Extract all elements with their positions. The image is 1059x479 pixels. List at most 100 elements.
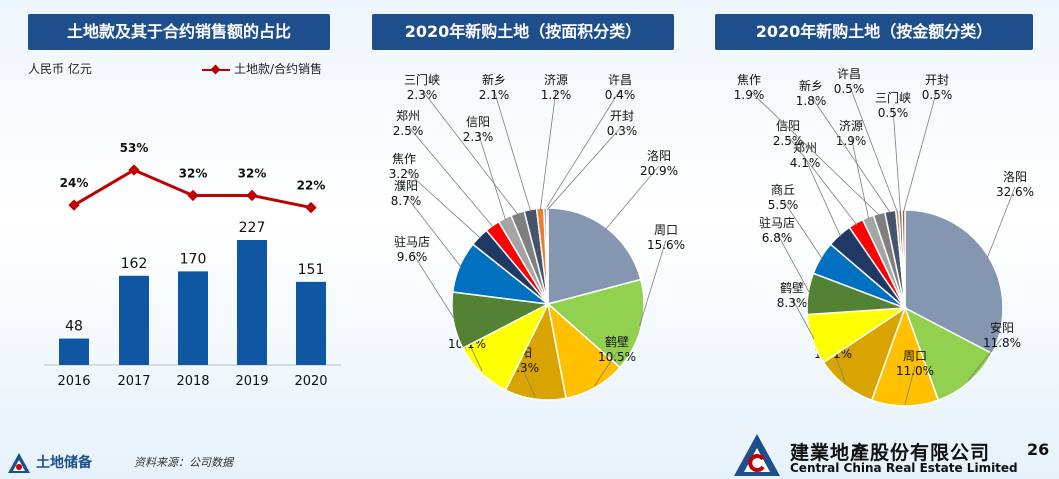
slice-label: 信阳 — [776, 119, 800, 133]
bar-2018 — [178, 271, 208, 365]
legend-line-marker — [202, 68, 230, 71]
leader-line — [804, 157, 842, 237]
slice-label: 鹤壁 — [605, 334, 629, 349]
ratio-point — [246, 189, 258, 202]
ratio-label: 24% — [60, 176, 89, 190]
slice-value-label: 10.5% — [598, 350, 636, 364]
x-tick-label: 2016 — [57, 374, 90, 389]
x-tick-label: 2017 — [117, 374, 150, 389]
slice-label: 新乡 — [799, 78, 823, 93]
title-land-by-amount: 2020年新购土地（按金额分类） — [715, 14, 1033, 50]
slice-label: 洛阳 — [647, 148, 671, 163]
ratio-label: 32% — [179, 166, 208, 180]
slice-label: 濮阳 — [394, 178, 418, 193]
slice-label: 驻马店 — [759, 215, 795, 230]
footer-section: 土地储备 — [8, 452, 92, 473]
pie-slice-开封 — [545, 207, 549, 305]
slice-label: 周口 — [654, 223, 678, 237]
leader-line — [810, 95, 891, 214]
slice-label: 三门峡 — [404, 72, 440, 87]
leader-line — [411, 251, 456, 321]
data-source: 资料来源：公司数据 — [134, 456, 233, 469]
ratio-label: 32% — [238, 166, 267, 180]
pie-slice-周口 — [546, 278, 645, 369]
leader-line — [405, 195, 462, 268]
slice-label: 信阳 — [466, 115, 490, 129]
leader-line — [639, 239, 667, 326]
slice-value-label: 0.5% — [878, 106, 909, 120]
slice-label: 许昌 — [837, 67, 861, 81]
slice-value-label: 1.8% — [796, 94, 827, 108]
x-tick-label: 2020 — [294, 374, 327, 389]
leader-line — [782, 199, 823, 260]
slice-value-label: 1.2% — [541, 88, 572, 102]
leader-line — [776, 232, 811, 295]
slice-label: 郑州 — [793, 140, 817, 155]
slice-label: 郑州 — [396, 108, 420, 123]
pie-chart-by-amount: 洛阳32.6%安阳11.8%周口11.0%濮阳10.1%鹤壁8.3%驻马店6.8… — [734, 67, 1034, 407]
bar-value-label: 48 — [65, 319, 83, 335]
bar-value-label: 170 — [180, 251, 207, 267]
slice-label: 开封 — [610, 109, 634, 123]
slice-value-label: 11.0% — [896, 364, 934, 378]
ratio-point — [187, 189, 199, 202]
slice-label: 商丘 — [771, 182, 795, 197]
company-logo-icon-large — [734, 434, 780, 476]
slice-value-label: 11.8% — [983, 336, 1021, 350]
slice-label: 济源 — [544, 72, 568, 87]
leader-line — [848, 83, 898, 213]
leader-line — [546, 125, 623, 211]
leader-line — [605, 165, 660, 230]
leader-line — [421, 89, 519, 216]
slice-label: 焦作 — [737, 73, 761, 87]
legend: 土地款/合约销售 — [202, 60, 322, 77]
slice-value-label: 0.3% — [607, 124, 638, 138]
slice-value-label: 3.2% — [389, 167, 420, 181]
slice-value-label: 2.5% — [773, 134, 804, 148]
x-tick-label: 2018 — [176, 374, 209, 389]
leader-line — [903, 89, 938, 213]
leader-line — [519, 362, 536, 398]
slice-value-label: 0.5% — [922, 88, 953, 102]
leader-line — [986, 186, 1016, 259]
bar-line-chart: 48 2016 162 2017 170 2018 227 2019 151 2020 24% 53%… — [44, 141, 341, 389]
slice-value-label: 4.1% — [790, 156, 821, 170]
leader-line — [407, 125, 494, 228]
footer-section-label: 土地储备 — [36, 455, 92, 471]
slice-label: 开封 — [925, 73, 949, 87]
slice-value-label: 5.5% — [768, 198, 799, 212]
leader-line — [477, 131, 506, 221]
pie-slice-开封 — [901, 209, 906, 309]
leader-line — [850, 135, 870, 220]
bar-2016 — [59, 338, 89, 365]
slice-label: 新乡 — [482, 72, 506, 87]
leader-line — [544, 89, 621, 211]
title-land-by-area: 2020年新购土地（按面积分类） — [372, 14, 674, 50]
bar-value-label: 227 — [239, 220, 266, 236]
slice-value-label: 15.6% — [647, 238, 685, 252]
leader-line — [493, 89, 532, 212]
leader-line — [892, 107, 901, 213]
slice-label: 驻马店 — [394, 234, 430, 249]
leader-line — [967, 337, 1003, 381]
slice-value-label: 32.6% — [996, 185, 1034, 199]
slice-value-label: 1.9% — [734, 88, 765, 102]
slice-label: 许昌 — [608, 73, 632, 87]
slice-value-label: 2.3% — [407, 88, 438, 102]
slice-value-label: 1.9% — [836, 134, 867, 148]
slice-value-label: 8.3% — [777, 296, 808, 310]
ratio-label: 53% — [120, 141, 149, 155]
slice-value-label: 0.4% — [605, 88, 636, 102]
ratio-point — [305, 201, 317, 214]
company-name-en: Central China Real Estate Limited — [790, 461, 1018, 475]
leader-line — [594, 351, 618, 386]
pie-slice-周口 — [870, 305, 940, 407]
leader-line — [904, 365, 916, 405]
slice-value-label: 9.6% — [397, 250, 428, 264]
slice-value-label: 2.5% — [393, 124, 424, 138]
ratio-label: 22% — [297, 179, 326, 193]
pie-slice-洛阳 — [904, 209, 1004, 355]
slice-label: 周口 — [903, 349, 927, 363]
slice-label: 济源 — [839, 118, 863, 133]
slice-label: 洛阳 — [1003, 169, 1027, 184]
